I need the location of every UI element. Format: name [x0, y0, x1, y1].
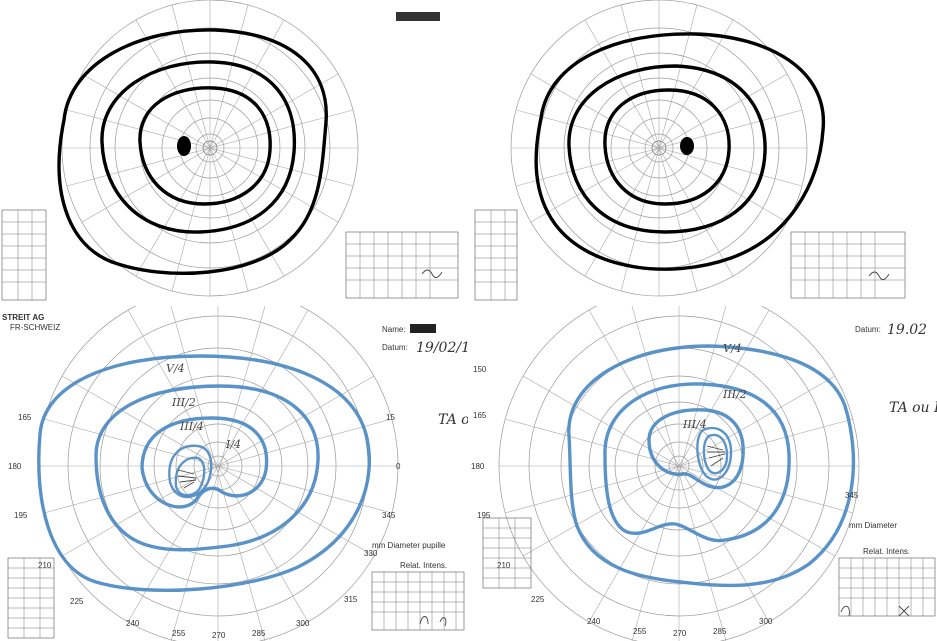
note-taou: TA ou I	[438, 412, 468, 428]
axis-label-345: 345	[845, 491, 859, 500]
axis-label-270: 270	[673, 629, 687, 638]
goldmann-chart-top-right	[469, 0, 937, 304]
intensity-table-left	[7, 557, 55, 639]
isopter-iii4	[140, 416, 269, 509]
axis-label-0: 0	[396, 462, 401, 471]
isopter-middle	[567, 64, 767, 234]
signature-scribble	[840, 605, 910, 617]
axis-label-285: 285	[252, 629, 266, 638]
intensity-table-left	[1, 209, 47, 301]
isopter-v4	[37, 354, 371, 592]
axis-label-210: 210	[38, 561, 52, 570]
axis-label-255: 255	[633, 627, 647, 636]
isopter-inner	[138, 86, 272, 206]
isopter-label-iii4: III/4	[179, 420, 204, 433]
axis-label-315: 315	[344, 595, 358, 604]
intensity-table-right	[790, 231, 906, 299]
axis-label-195: 195	[14, 511, 28, 520]
goldmann-chart-top-left	[0, 0, 468, 304]
brand-subtitle: FR-SCHWEIZ	[10, 323, 60, 332]
blind-spot	[680, 137, 694, 155]
axis-label-180: 180	[8, 462, 22, 471]
axis-label-210: 210	[497, 561, 511, 570]
isopter-label-iii2: III/2	[171, 396, 196, 409]
brand-logo: STREIT AG	[2, 313, 44, 322]
axis-label-195: 195	[477, 511, 491, 520]
axis-label-300: 300	[759, 617, 773, 626]
isopter-i4	[168, 444, 213, 499]
isopter-label-iii4: III/4	[682, 418, 707, 431]
name-redaction	[410, 324, 436, 333]
isopter-i4	[696, 426, 733, 481]
intensity-table-left	[474, 209, 518, 301]
axis-label-270: 270	[212, 631, 226, 640]
signature-scribble	[419, 616, 447, 627]
axis-label-300: 300	[296, 619, 310, 628]
name-label: Name:	[382, 325, 406, 334]
isopter-label-iii2: III/2	[722, 388, 747, 401]
axis-label-240: 240	[587, 617, 601, 626]
signature-scribble	[868, 271, 890, 280]
polar-grid	[510, 0, 808, 297]
isopter-outer	[57, 28, 328, 275]
axis-label-225: 225	[531, 595, 545, 604]
axis-label-345: 345	[382, 511, 396, 520]
axis-label-255: 255	[172, 629, 186, 638]
axis-label-240: 240	[126, 619, 140, 628]
axis-label-165: 165	[18, 413, 32, 422]
isopter-label-i4: I/4	[225, 438, 241, 451]
axis-label-165: 165	[473, 411, 487, 420]
goldmann-chart-bottom-left: STREIT AG FR-SCHWEIZ Name: Datum: 19/02/…	[0, 306, 468, 641]
diameter-label: mm Diameter pupille	[372, 541, 446, 550]
isopter-v4	[567, 344, 856, 588]
datum-value: 19.02	[887, 322, 927, 338]
intensity-table-title: Relat. Intens.	[863, 547, 910, 556]
datum-label: Datum:	[382, 343, 408, 352]
goldmann-chart-bottom-right: Datum: 19.02 TA ou I mm Diameter V/4 III…	[469, 306, 937, 641]
blind-spot	[177, 136, 191, 156]
axis-label-330: 330	[364, 549, 378, 558]
redaction	[396, 12, 440, 21]
isopter-label-v4: V/4	[166, 362, 185, 375]
intensity-table-right	[838, 557, 936, 617]
intensity-table-right	[371, 571, 465, 631]
isopter-middle	[100, 60, 297, 234]
axis-label-150: 150	[473, 365, 487, 374]
polar-grid	[61, 0, 359, 297]
diameter-label: mm Diameter	[849, 521, 897, 530]
isopter-iii4	[647, 408, 745, 490]
axis-label-15: 15	[386, 413, 395, 422]
intensity-table-title: Relat. Intens.	[400, 561, 447, 570]
isopter-iii2	[94, 384, 320, 552]
axis-label-225: 225	[70, 597, 84, 606]
axis-label-285: 285	[713, 627, 727, 636]
signature-scribble	[421, 269, 443, 278]
isopter-inner	[603, 88, 731, 206]
intensity-table-left	[482, 517, 532, 589]
note-taou: TA ou I	[889, 400, 937, 416]
intensity-table-right	[345, 231, 459, 299]
isopter-iii2	[603, 382, 791, 543]
datum-label: Datum:	[855, 325, 881, 334]
axis-label-180: 180	[471, 462, 485, 471]
datum-value: 19/02/19	[416, 340, 468, 356]
isopter-outer	[534, 32, 826, 271]
isopter-label-v4: V/4	[723, 342, 742, 355]
